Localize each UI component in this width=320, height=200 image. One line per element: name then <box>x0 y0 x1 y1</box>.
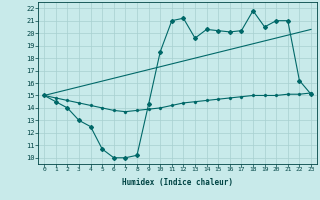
X-axis label: Humidex (Indice chaleur): Humidex (Indice chaleur) <box>122 178 233 187</box>
